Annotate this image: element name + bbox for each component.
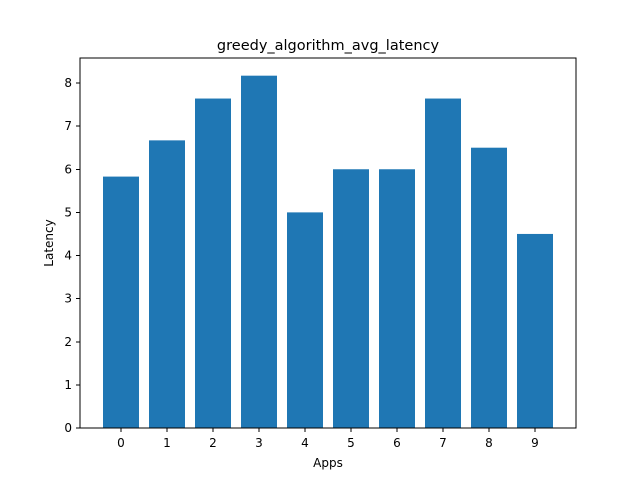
y-axis: 0 1 2 3 4 5 6 7 8 xyxy=(64,76,80,435)
bar-3 xyxy=(241,75,277,428)
bar-0 xyxy=(103,176,139,428)
bar-4 xyxy=(287,212,323,428)
y-tick-label: 6 xyxy=(64,162,72,176)
bars-group xyxy=(103,75,553,429)
x-tick-label: 4 xyxy=(301,436,309,450)
y-tick-label: 7 xyxy=(64,119,72,133)
y-tick-label: 0 xyxy=(64,421,72,435)
y-tick-label: 8 xyxy=(64,76,72,90)
x-tick-label: 7 xyxy=(439,436,447,450)
x-tick-label: 5 xyxy=(347,436,355,450)
x-tick-label: 2 xyxy=(209,436,217,450)
bar-2 xyxy=(195,98,231,428)
y-axis-label: Latency xyxy=(42,219,56,266)
x-tick-label: 0 xyxy=(117,436,125,450)
y-tick-label: 3 xyxy=(64,292,72,306)
bar-6 xyxy=(379,169,415,429)
bar-8 xyxy=(471,147,507,429)
x-tick-label: 8 xyxy=(485,436,493,450)
plot-frame xyxy=(79,57,577,429)
bar-9 xyxy=(517,233,553,428)
bar-1 xyxy=(149,140,185,428)
x-axis-label: Apps xyxy=(313,456,343,470)
bar-7 xyxy=(425,98,461,428)
y-tick-label: 1 xyxy=(64,378,72,392)
x-tick-label: 9 xyxy=(531,436,539,450)
y-tick-label: 5 xyxy=(64,205,72,219)
y-tick-label: 2 xyxy=(64,335,72,349)
x-tick-label: 1 xyxy=(163,436,171,450)
x-tick-label: 3 xyxy=(255,436,263,450)
chart-title: greedy_algorithm_avg_latency xyxy=(217,38,440,54)
y-tick-label: 4 xyxy=(64,249,72,263)
bar-5 xyxy=(333,169,369,429)
x-axis: 0 1 2 3 4 5 6 7 8 9 xyxy=(117,428,539,450)
x-tick-label: 6 xyxy=(393,436,401,450)
